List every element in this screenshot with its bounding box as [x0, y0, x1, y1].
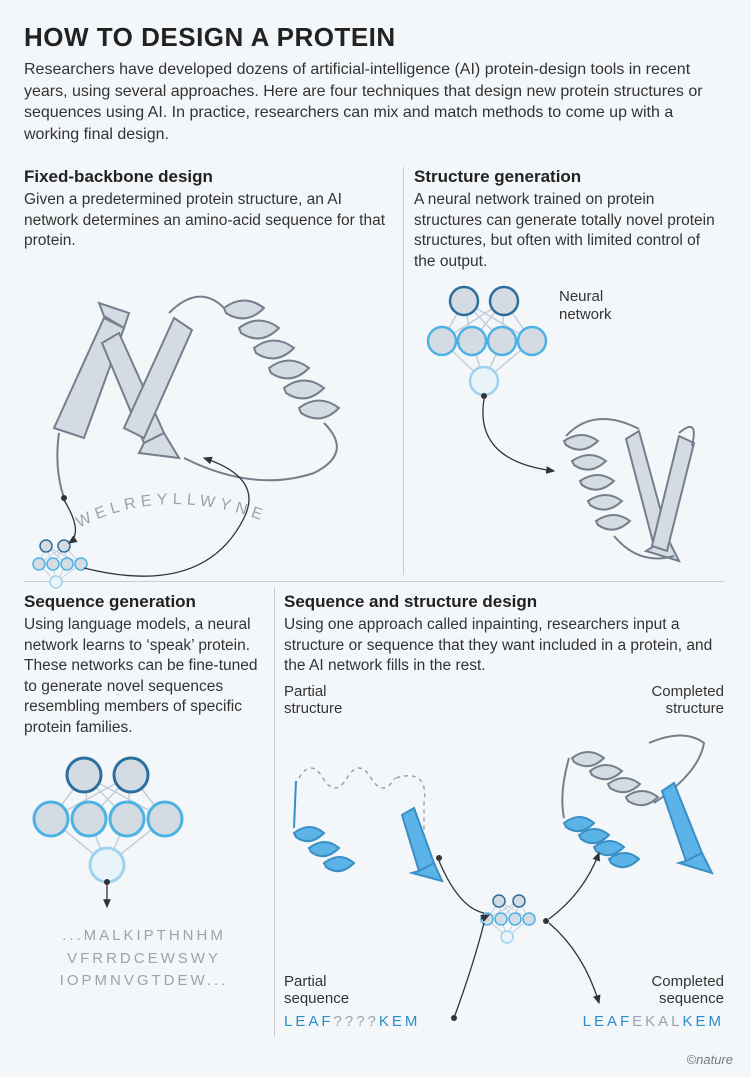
- intro-text: Researchers have developed dozens of art…: [24, 59, 724, 145]
- partial-structure-diagram: [284, 723, 454, 893]
- seq-filled: EKAL: [632, 1013, 682, 1030]
- seq-unknown: ????: [334, 1013, 379, 1030]
- mini-neural-net-icon: [479, 893, 549, 953]
- seq-known: KEM: [379, 1013, 421, 1030]
- section-sequence-gen: Sequence generation Using language model…: [24, 592, 264, 1042]
- content-grid: Fixed-backbone design Given a predetermi…: [24, 167, 727, 1047]
- label-completed-struct: Completed structure: [624, 683, 724, 717]
- seq-line: VFRRDCEWSWY: [24, 948, 264, 971]
- partial-sequence: LEAF????KEM: [284, 1013, 420, 1030]
- section-body: Given a predetermined protein structure,…: [24, 190, 394, 251]
- sequence-gen-nn: [24, 752, 224, 922]
- structure-gen-diagram: Neuralnetwork: [414, 276, 724, 596]
- section-structure-gen: Structure generation A neural network tr…: [414, 167, 724, 587]
- divider-v-top: [403, 167, 404, 575]
- label-completed-seq: Completed sequence: [624, 973, 724, 1007]
- neural-net-icon: [428, 287, 546, 395]
- label-partial-struct: Partial structure: [284, 683, 374, 717]
- nn-label: Neuralnetwork: [559, 288, 612, 323]
- section-fixed-backbone: Fixed-backbone design Given a predetermi…: [24, 167, 394, 587]
- fixed-backbone-diagram: WELREYLLWYNE...: [24, 258, 394, 598]
- seq-known: LEAF: [284, 1013, 334, 1030]
- section-title: Structure generation: [414, 167, 724, 187]
- seq-known: LEAF: [583, 1013, 633, 1030]
- section-body: Using one approach called inpainting, re…: [284, 615, 724, 676]
- seq-line: ...MALKIPTHNHM: [24, 925, 264, 948]
- credit: ©nature: [687, 1052, 733, 1067]
- section-body: Using language models, a neural network …: [24, 615, 264, 738]
- seq-line: IOPMNVGTDEW...: [24, 970, 264, 993]
- generated-seq: ...MALKIPTHNHM VFRRDCEWSWY IOPMNVGTDEW..…: [24, 925, 264, 993]
- section-title: Sequence and structure design: [284, 592, 724, 612]
- page-title: HOW TO DESIGN A PROTEIN: [24, 22, 727, 53]
- mini-neural-net-icon: [33, 540, 87, 588]
- completed-sequence: LEAFEKALKEM: [583, 1013, 724, 1030]
- section-body: A neural network trained on protein stru…: [414, 190, 724, 272]
- completed-structure-diagram: [554, 713, 724, 883]
- seq-known: KEM: [682, 1013, 724, 1030]
- divider-v-bottom: [274, 587, 275, 1037]
- section-title: Fixed-backbone design: [24, 167, 394, 187]
- section-seq-struct-design: Sequence and structure design Using one …: [284, 592, 724, 1042]
- section-title: Sequence generation: [24, 592, 264, 612]
- label-partial-seq: Partial sequence: [284, 973, 374, 1007]
